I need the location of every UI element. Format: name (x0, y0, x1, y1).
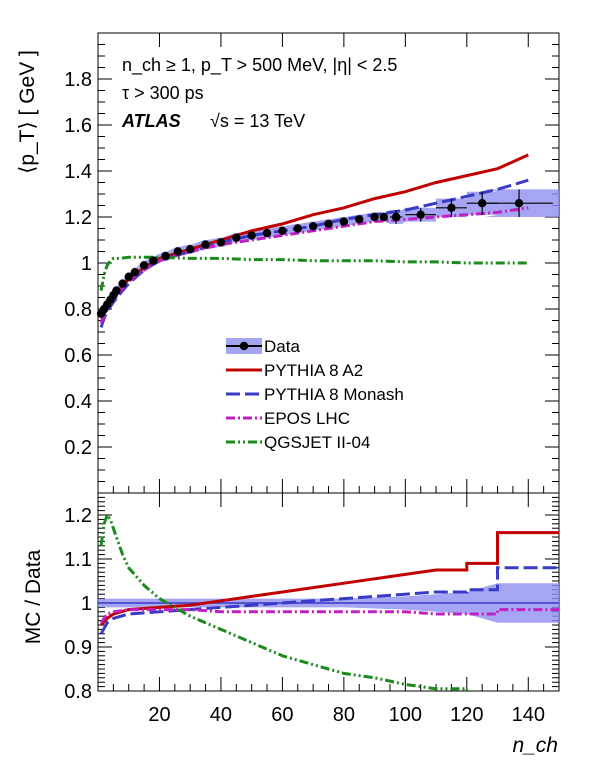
data-point (477, 199, 487, 208)
ratio-y-tick-label: 1 (81, 593, 92, 615)
ratio-series-layer (98, 511, 559, 691)
data-point (324, 219, 333, 229)
data-point (130, 268, 140, 277)
main-panel: 0.20.40.60.811.21.41.61.8 ⟨p_T⟩ [ GeV ] … (16, 32, 560, 494)
data-point (118, 279, 127, 288)
legend-label: EPOS LHC (264, 409, 350, 428)
y-tick-label: 1.2 (64, 207, 92, 229)
x-tick-label: 60 (271, 704, 293, 726)
y-tick-label: 1.8 (64, 69, 92, 91)
annotation-lifetime: τ > 300 ps (122, 83, 204, 103)
data-point (379, 212, 389, 222)
data-point (232, 233, 241, 242)
ratio-line-qgsjet-ii-04 (99, 511, 469, 691)
legend-label: QGSJET II-04 (264, 433, 370, 452)
legend-label: Data (264, 337, 300, 356)
y-axis-title-main: ⟨p_T⟩ [ GeV ] (16, 50, 39, 174)
data-point (391, 212, 401, 222)
x-tick-label: 120 (450, 704, 483, 726)
data-uncertainty-band (99, 189, 559, 319)
y-tick-label: 0.6 (64, 345, 92, 367)
legend-entry-epos-lhc: EPOS LHC (226, 409, 350, 428)
ratio-panel: 0.8 0.9 1 1.1 1.2 20 40 60 80 100 120 140 MC / Data… (22, 486, 560, 757)
ratio-axis-ticks: 0.8 0.9 1 1.1 1.2 20 40 60 80 100 120 140 (64, 486, 559, 726)
data-point (370, 212, 379, 222)
data-point (149, 256, 158, 265)
data-point (308, 222, 318, 231)
series-line-qgsjet-ii-04 (99, 255, 529, 291)
data-point (262, 228, 272, 238)
data-point (416, 210, 425, 219)
data-point (447, 203, 456, 212)
legend-entry-data: Data (226, 337, 300, 356)
legend: Data PYTHIA 8 A2 PYTHIA 8 Monash EPOS LHC QG… (226, 337, 404, 452)
data-point (293, 224, 302, 233)
ratio-y-tick-label: 0.9 (64, 637, 92, 659)
data-point (339, 217, 349, 226)
y-tick-label: 1 (81, 253, 92, 275)
data-point (278, 226, 287, 235)
series-line-epos-lhc (99, 206, 529, 324)
main-data-points (96, 189, 553, 318)
legend-entry-pythia-8-monash: PYTHIA 8 Monash (226, 385, 404, 404)
legend-entry-pythia-8-a2: PYTHIA 8 A2 (226, 361, 363, 380)
legend-label: PYTHIA 8 A2 (264, 361, 363, 380)
ratio-line-pythia-8-a2 (99, 531, 559, 627)
x-tick-label: 40 (210, 704, 232, 726)
x-tick-label: 100 (389, 704, 422, 726)
data-point (124, 272, 133, 281)
annotation-experiment: ATLAS (121, 111, 181, 131)
legend-label: PYTHIA 8 Monash (264, 385, 404, 404)
ratio-line-pythia-8-monash (99, 566, 559, 635)
annotation-selection: n_ch ≥ 1, p_T > 500 MeV, |η| < 2.5 (122, 55, 397, 76)
y-tick-label: 1.4 (64, 161, 92, 183)
legend-entry-qgsjet-ii-04: QGSJET II-04 (226, 433, 370, 452)
data-point (216, 238, 226, 247)
main-series-layer (99, 153, 559, 328)
data-point (139, 261, 149, 270)
ratio-y-tick-label: 1.2 (64, 505, 92, 527)
x-axis-title: n_ch (512, 734, 558, 757)
y-tick-label: 1.6 (64, 115, 92, 137)
legend-swatch-marker (239, 341, 249, 351)
data-point (186, 245, 195, 254)
data-point (161, 251, 170, 261)
data-point (112, 286, 121, 295)
ratio-y-tick-label: 1.1 (64, 549, 92, 571)
data-point (201, 240, 210, 249)
y-tick-label: 0.8 (64, 299, 92, 321)
y-tick-label: 0.4 (64, 391, 92, 413)
ratio-line-epos-lhc (99, 608, 559, 624)
data-point (514, 199, 524, 208)
x-tick-label: 140 (512, 704, 545, 726)
x-tick-label: 80 (333, 704, 355, 726)
data-point (173, 247, 183, 256)
x-tick-label: 20 (148, 704, 170, 726)
series-line-pythia-8-a2 (99, 153, 529, 324)
data-point (355, 215, 364, 224)
data-point (247, 231, 256, 240)
ratio-y-tick-label: 0.8 (64, 681, 92, 703)
y-tick-label: 0.2 (64, 437, 92, 459)
annotation-energy: √s = 13 TeV (210, 111, 305, 131)
y-axis-title-ratio: MC / Data (22, 549, 45, 644)
